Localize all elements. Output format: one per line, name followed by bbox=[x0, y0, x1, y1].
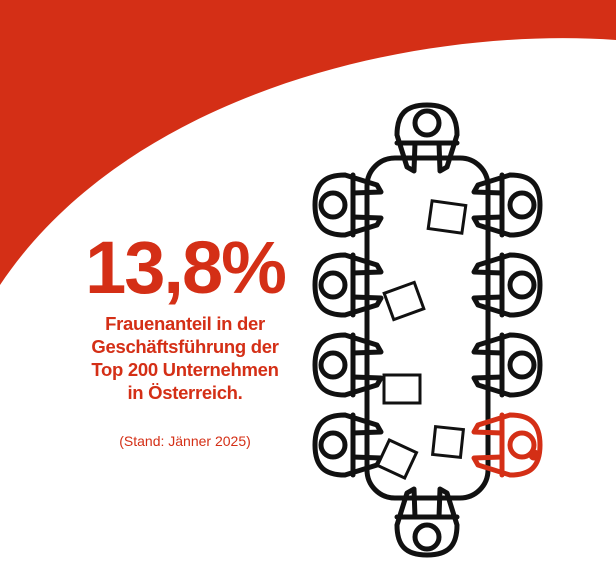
table bbox=[364, 155, 491, 501]
seat-right bbox=[474, 175, 540, 235]
description-line: Geschäftsführung der bbox=[91, 336, 279, 357]
seat-right-highlighted bbox=[474, 415, 540, 475]
seat-right bbox=[474, 335, 540, 395]
description-line: Top 200 Unternehmen bbox=[91, 359, 279, 380]
seat-left bbox=[315, 175, 381, 235]
description-text: Frauenanteil in der Geschäftsführung der… bbox=[44, 312, 326, 404]
seat-left bbox=[315, 335, 381, 395]
document-icon bbox=[375, 199, 468, 481]
description-line: in Österreich. bbox=[127, 382, 243, 403]
seat-left bbox=[315, 415, 381, 475]
description-line: Frauenanteil in der bbox=[105, 313, 265, 334]
date-note: (Stand: Jänner 2025) bbox=[119, 433, 251, 449]
seat-top bbox=[397, 105, 457, 171]
seat-left bbox=[315, 255, 381, 315]
seat-right bbox=[474, 255, 540, 315]
headline-percentage: 13,8% bbox=[85, 226, 287, 309]
